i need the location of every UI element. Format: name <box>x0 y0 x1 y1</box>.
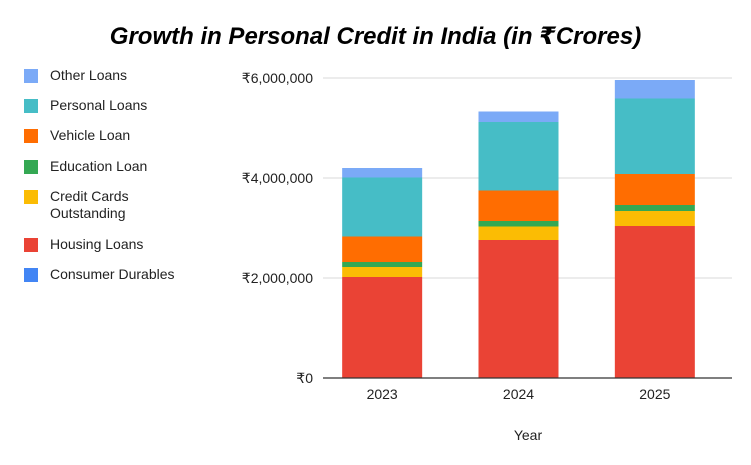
x-tick-label: 2023 <box>367 386 398 402</box>
bar-credit-cards-outstanding-2023 <box>342 267 423 277</box>
y-tick-label: ₹6,000,000 <box>242 70 313 86</box>
bar-education-loan-2025 <box>614 205 695 211</box>
legend-swatch <box>24 268 38 282</box>
bar-personal-loans-2024 <box>478 122 559 191</box>
legend-label: Credit Cards Outstanding <box>50 188 129 221</box>
legend-item-housing-loans[interactable]: Housing Loans <box>24 236 200 253</box>
legend-label: Vehicle Loan <box>50 127 131 143</box>
legend-swatch <box>24 238 38 252</box>
legend-swatch <box>24 160 38 174</box>
legend-label: Consumer Durables <box>50 266 175 282</box>
legend-item-other-loans[interactable]: Other Loans <box>24 67 200 84</box>
bar-education-loan-2024 <box>478 221 559 227</box>
legend-label: Education Loan <box>50 158 148 174</box>
bar-housing-loans-2023 <box>342 277 423 378</box>
legend-label: Personal Loans <box>50 97 148 113</box>
bar-personal-loans-2023 <box>342 177 423 237</box>
legend-item-education-loan[interactable]: Education Loan <box>24 158 200 175</box>
chart-title: Growth in Personal Credit in India (in ₹… <box>109 23 642 50</box>
x-axis-title: Year <box>514 427 543 443</box>
bar-housing-loans-2024 <box>478 240 559 378</box>
bar-vehicle-loan-2024 <box>478 190 559 221</box>
bar-other-loans-2025 <box>614 80 695 99</box>
legend-swatch <box>24 69 38 83</box>
legend-item-personal-loans[interactable]: Personal Loans <box>24 97 200 114</box>
bar-housing-loans-2025 <box>614 226 695 378</box>
legend-item-consumer-durables[interactable]: Consumer Durables <box>24 266 200 283</box>
y-tick-label: ₹2,000,000 <box>242 270 313 286</box>
bar-personal-loans-2025 <box>614 98 695 174</box>
bar-education-loan-2023 <box>342 262 423 267</box>
legend-swatch <box>24 190 38 204</box>
legend-swatch <box>24 99 38 113</box>
bar-credit-cards-outstanding-2024 <box>478 226 559 240</box>
legend-item-vehicle-loan[interactable]: Vehicle Loan <box>24 127 200 144</box>
y-tick-label: ₹4,000,000 <box>242 170 313 186</box>
x-tick-label: 2025 <box>639 386 670 402</box>
bar-other-loans-2024 <box>478 111 559 122</box>
legend-label: Housing Loans <box>50 236 144 252</box>
bar-vehicle-loan-2023 <box>342 236 423 262</box>
bar-other-loans-2023 <box>342 168 423 178</box>
bar-credit-cards-outstanding-2025 <box>614 211 695 226</box>
bar-vehicle-loan-2025 <box>614 174 695 205</box>
x-tick-label: 2024 <box>503 386 534 402</box>
legend-item-credit-cards-outstanding[interactable]: Credit Cards Outstanding <box>24 188 150 222</box>
y-tick-label: ₹0 <box>296 370 313 386</box>
legend-label: Other Loans <box>50 67 128 83</box>
legend-swatch <box>24 129 38 143</box>
